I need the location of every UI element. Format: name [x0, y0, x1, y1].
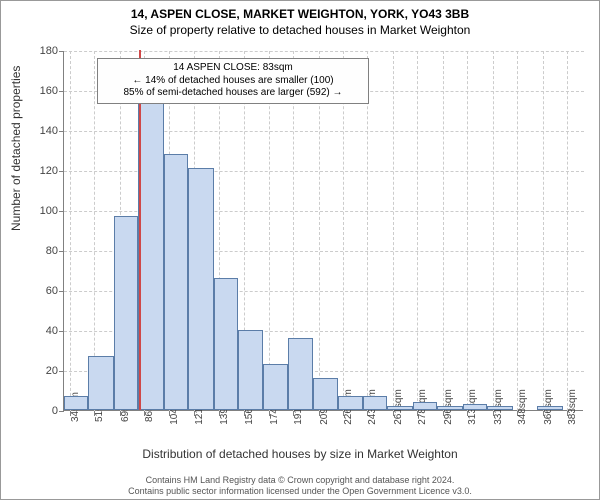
histogram-bar	[313, 378, 337, 410]
x-tick-mark	[94, 411, 95, 416]
x-axis-label: Distribution of detached houses by size …	[1, 447, 599, 461]
x-tick-mark	[144, 411, 145, 416]
histogram-bar	[88, 356, 114, 410]
histogram-bar	[463, 404, 487, 410]
y-tick-mark	[59, 171, 64, 172]
histogram-bar	[413, 402, 437, 410]
x-tick-mark	[417, 411, 418, 416]
chart-area: 02040608010012014016018034sqm51sqm69sqm8…	[63, 51, 583, 411]
footer-line-1: Contains HM Land Registry data © Crown c…	[1, 475, 599, 486]
footer-line-2: Contains public sector information licen…	[1, 486, 599, 497]
annotation-line-2: ← 14% of detached houses are smaller (10…	[104, 75, 362, 88]
histogram-bar	[387, 406, 413, 410]
gridline-v	[393, 51, 394, 411]
gridline-v	[367, 51, 368, 411]
footer-attribution: Contains HM Land Registry data © Crown c…	[1, 475, 599, 497]
gridline-v	[319, 51, 320, 411]
gridline-v	[269, 51, 270, 411]
histogram-bar	[214, 278, 238, 410]
histogram-bar	[188, 168, 214, 410]
y-tick-label: 0	[28, 405, 58, 417]
gridline-v	[417, 51, 418, 411]
histogram-bar	[288, 338, 314, 410]
gridline-v	[567, 51, 568, 411]
y-tick-label: 100	[28, 205, 58, 217]
histogram-bar	[487, 406, 513, 410]
y-tick-mark	[59, 371, 64, 372]
x-tick-label: 348sqm	[517, 389, 528, 425]
histogram-bar	[114, 216, 138, 410]
x-tick-mark	[293, 411, 294, 416]
y-tick-mark	[59, 411, 64, 412]
y-tick-label: 180	[28, 45, 58, 57]
histogram-bar	[537, 406, 563, 410]
x-tick-mark	[219, 411, 220, 416]
y-tick-mark	[59, 251, 64, 252]
gridline-v	[543, 51, 544, 411]
x-tick-mark	[517, 411, 518, 416]
y-tick-label: 120	[28, 165, 58, 177]
gridline-h	[64, 51, 584, 52]
x-tick-mark	[443, 411, 444, 416]
chart-title-sub: Size of property relative to detached ho…	[1, 23, 599, 37]
gridline-v	[467, 51, 468, 411]
y-tick-label: 160	[28, 85, 58, 97]
plot-region: 02040608010012014016018034sqm51sqm69sqm8…	[63, 51, 583, 411]
x-tick-mark	[269, 411, 270, 416]
histogram-bar	[338, 396, 364, 410]
histogram-bar	[363, 396, 387, 410]
y-axis-label: Number of detached properties	[9, 66, 23, 231]
y-tick-mark	[59, 331, 64, 332]
x-tick-mark	[120, 411, 121, 416]
chart-title-main: 14, ASPEN CLOSE, MARKET WEIGHTON, YORK, …	[1, 7, 599, 21]
histogram-bar	[64, 396, 88, 410]
x-tick-label: 383sqm	[567, 389, 578, 425]
x-tick-mark	[493, 411, 494, 416]
x-tick-mark	[319, 411, 320, 416]
gridline-v	[517, 51, 518, 411]
x-tick-mark	[543, 411, 544, 416]
x-tick-mark	[367, 411, 368, 416]
y-tick-label: 80	[28, 245, 58, 257]
x-tick-mark	[393, 411, 394, 416]
x-tick-mark	[244, 411, 245, 416]
y-tick-mark	[59, 211, 64, 212]
histogram-bar	[238, 330, 264, 410]
y-tick-mark	[59, 91, 64, 92]
y-tick-label: 60	[28, 285, 58, 297]
y-tick-label: 20	[28, 365, 58, 377]
x-tick-mark	[194, 411, 195, 416]
y-tick-label: 140	[28, 125, 58, 137]
histogram-bar	[437, 406, 463, 410]
x-tick-mark	[169, 411, 170, 416]
histogram-bar	[138, 74, 164, 410]
gridline-v	[493, 51, 494, 411]
x-tick-mark	[70, 411, 71, 416]
y-tick-mark	[59, 291, 64, 292]
gridline-v	[443, 51, 444, 411]
chart-container: 14, ASPEN CLOSE, MARKET WEIGHTON, YORK, …	[0, 0, 600, 500]
annotation-box: 14 ASPEN CLOSE: 83sqm← 14% of detached h…	[97, 58, 369, 104]
annotation-line-1: 14 ASPEN CLOSE: 83sqm	[104, 62, 362, 75]
y-tick-mark	[59, 131, 64, 132]
histogram-bar	[263, 364, 287, 410]
gridline-v	[343, 51, 344, 411]
x-tick-mark	[467, 411, 468, 416]
reference-line	[139, 50, 141, 410]
y-tick-label: 40	[28, 325, 58, 337]
histogram-bar	[164, 154, 188, 410]
annotation-line-3: 85% of semi-detached houses are larger (…	[104, 87, 362, 100]
x-tick-mark	[343, 411, 344, 416]
gridline-v	[70, 51, 71, 411]
y-tick-mark	[59, 51, 64, 52]
x-tick-mark	[567, 411, 568, 416]
